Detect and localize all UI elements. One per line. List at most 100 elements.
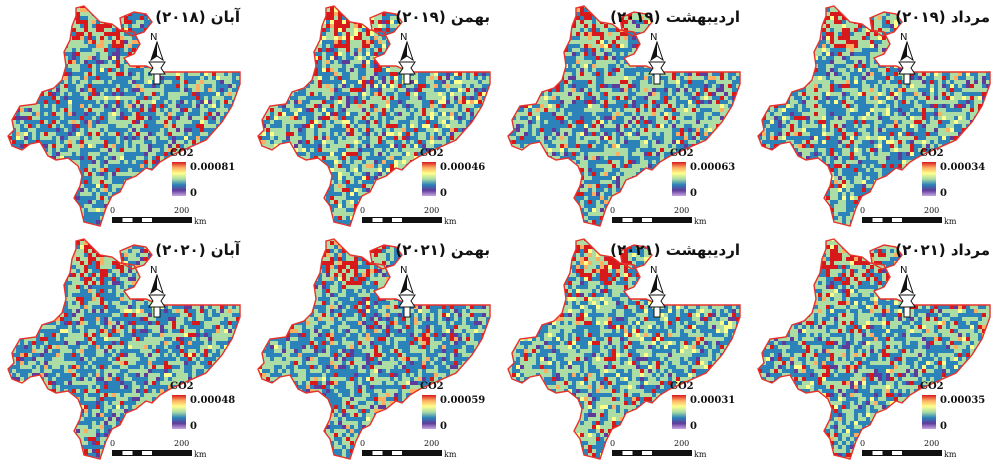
scale-zero-label: 0 (610, 439, 615, 448)
legend-color-ramp (422, 162, 436, 196)
legend: CO2 0.00081 0 (170, 148, 250, 208)
province-boundary (257, 238, 491, 460)
province-boundary (869, 244, 903, 270)
panel-title: آبان (۲۰۱۸) (155, 8, 240, 26)
legend-min-value: 0 (190, 188, 197, 199)
legend-color-ramp (672, 162, 686, 196)
legend-color-ramp (422, 395, 436, 429)
legend: CO2 0.00048 0 (170, 381, 250, 441)
legend-title: CO2 (920, 381, 944, 392)
province-boundary (757, 5, 991, 227)
scale-zero-label: 0 (610, 206, 615, 215)
scale-bar: 0 200 km (610, 206, 720, 228)
scale-zero-label: 0 (110, 439, 115, 448)
scale-max-label: 200 (674, 206, 689, 215)
choropleth-map (7, 238, 241, 460)
choropleth-map (507, 238, 741, 460)
scale-bar: 0 200 km (860, 206, 970, 228)
legend-color-ramp (672, 395, 686, 429)
legend-color-ramp (172, 162, 186, 196)
legend-title: CO2 (170, 381, 194, 392)
scale-bar-graphic (112, 450, 192, 456)
choropleth-map (757, 238, 991, 460)
legend: CO2 0.00059 0 (420, 381, 500, 441)
province-boundary (507, 5, 741, 227)
legend-min-value: 0 (940, 188, 947, 199)
legend-title: CO2 (170, 148, 194, 159)
legend-title: CO2 (920, 148, 944, 159)
north-arrow-icon: N (898, 265, 916, 318)
panel-title: آبان (۲۰۲۰) (155, 241, 240, 259)
scale-max-label: 200 (174, 206, 189, 215)
legend-color-ramp (172, 395, 186, 429)
scale-max-label: 200 (924, 206, 939, 215)
legend-min-value: 0 (690, 421, 697, 432)
scale-unit-label: km (694, 450, 706, 459)
legend-min-value: 0 (940, 421, 947, 432)
map-panel-2: بهمن (۲۰۱۹) N CO2 0.00046 0 0 200 km (250, 0, 500, 232)
map-panel-1: آبان (۲۰۱۸) N CO2 0.00081 0 0 200 km (0, 0, 250, 232)
scale-bar: 0 200 km (110, 206, 220, 228)
province-boundary (369, 11, 403, 37)
map-panel-7: اردیبهشت (۲۰۲۱) N CO2 0.00031 0 0 200 km (500, 233, 750, 465)
legend-min-value: 0 (440, 421, 447, 432)
legend-max-value: 0.00059 (440, 395, 485, 406)
scale-zero-label: 0 (860, 439, 865, 448)
province-boundary (757, 238, 991, 460)
panel-title: بهمن (۲۰۱۹) (395, 8, 490, 26)
svg-text:N: N (150, 32, 157, 43)
scale-unit-label: km (944, 217, 956, 226)
legend-max-value: 0.00063 (690, 162, 735, 173)
province-boundary (369, 244, 403, 270)
legend-min-value: 0 (440, 188, 447, 199)
province-boundary (507, 238, 741, 460)
legend-max-value: 0.00034 (940, 162, 985, 173)
choropleth-map (7, 5, 241, 227)
scale-zero-label: 0 (360, 439, 365, 448)
province-boundary (619, 244, 653, 270)
scale-bar-graphic (612, 450, 692, 456)
scale-unit-label: km (194, 217, 206, 226)
north-arrow-icon: N (398, 265, 416, 318)
legend: CO2 0.00035 0 (920, 381, 1000, 441)
choropleth-map (257, 238, 491, 460)
legend-min-value: 0 (190, 421, 197, 432)
north-arrow-icon: N (148, 265, 166, 318)
legend: CO2 0.00063 0 (670, 148, 750, 208)
province-boundary (7, 238, 241, 460)
north-arrow-icon: N (398, 32, 416, 85)
scale-bar-graphic (112, 217, 192, 223)
choropleth-map (257, 5, 491, 227)
legend-color-ramp (922, 395, 936, 429)
map-panel-5: آبان (۲۰۲۰) N CO2 0.00048 0 0 200 km (0, 233, 250, 465)
legend-color-ramp (922, 162, 936, 196)
scale-max-label: 200 (924, 439, 939, 448)
scale-bar: 0 200 km (610, 439, 720, 461)
panel-title: بهمن (۲۰۲۱) (395, 241, 490, 259)
legend: CO2 0.00031 0 (670, 381, 750, 441)
map-panel-6: بهمن (۲۰۲۱) N CO2 0.00059 0 0 200 km (250, 233, 500, 465)
province-boundary (119, 244, 153, 270)
legend-title: CO2 (670, 148, 694, 159)
province-boundary (119, 11, 153, 37)
legend-title: CO2 (420, 381, 444, 392)
scale-bar: 0 200 km (110, 439, 220, 461)
scale-bar: 0 200 km (360, 206, 470, 228)
scale-unit-label: km (444, 450, 456, 459)
map-panel-4: مرداد (۲۰۱۹) N CO2 0.00034 0 0 200 km (750, 0, 1000, 232)
legend-max-value: 0.00048 (190, 395, 235, 406)
panel-title: اردیبهشت (۲۰۲۱) (610, 241, 740, 259)
scale-bar-graphic (612, 217, 692, 223)
scale-zero-label: 0 (860, 206, 865, 215)
legend: CO2 0.00034 0 (920, 148, 1000, 208)
north-arrow-icon: N (148, 32, 166, 85)
north-arrow-icon: N (898, 32, 916, 85)
legend-title: CO2 (670, 381, 694, 392)
legend-max-value: 0.00031 (690, 395, 735, 406)
north-arrow-icon: N (648, 32, 666, 85)
province-boundary (7, 5, 241, 227)
map-panel-8: مرداد (۲۰۲۱) N CO2 0.00035 0 0 200 km (750, 233, 1000, 465)
legend-title: CO2 (420, 148, 444, 159)
scale-max-label: 200 (674, 439, 689, 448)
scale-zero-label: 0 (360, 206, 365, 215)
